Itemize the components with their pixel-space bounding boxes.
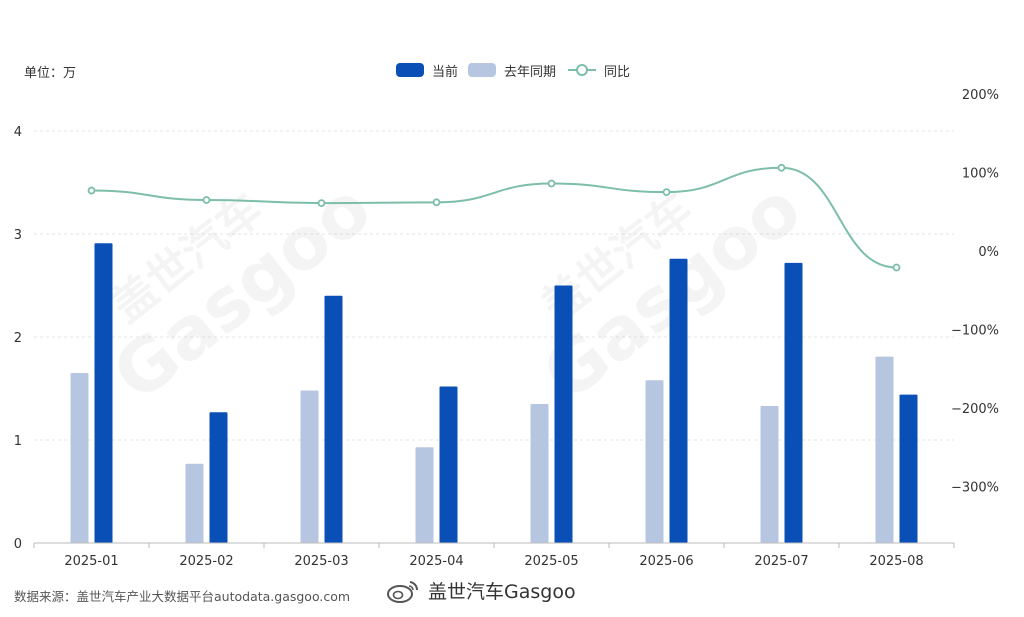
footer-brand: 盖世汽车Gasgoo — [386, 577, 576, 604]
x-tick-label: 2025-01 — [64, 554, 118, 569]
bar-last-year — [70, 373, 89, 543]
x-tick-label: 2025-07 — [754, 554, 808, 569]
yoy-point — [662, 188, 671, 197]
x-tick-label: 2025-05 — [524, 554, 578, 569]
yoy-point — [892, 263, 901, 272]
bar-last-year — [875, 356, 894, 543]
legend-label-yoy: 同比 — [604, 64, 631, 80]
y-left-tick-label: 2 — [14, 331, 22, 346]
legend-item-last-year[interactable]: 去年同期 — [468, 60, 556, 80]
unit-label: 单位：万 — [24, 66, 77, 81]
bar-current — [324, 295, 343, 543]
bar-current — [209, 412, 228, 543]
yoy-point — [777, 163, 786, 172]
bar-last-year — [645, 380, 664, 543]
yoy-point — [317, 199, 326, 208]
legend-label-current: 当前 — [432, 64, 459, 80]
y-left-tick-label: 4 — [14, 125, 22, 140]
y-left-tick-label: 0 — [14, 537, 22, 552]
x-tick-label: 2025-08 — [869, 554, 923, 569]
y-right-tick-label: −100% — [951, 324, 999, 339]
legend-swatch-yoy — [568, 63, 596, 77]
y-right-tick-label: −300% — [951, 481, 999, 496]
x-tick-label: 2025-03 — [294, 554, 348, 569]
legend-swatch-current — [396, 63, 424, 77]
bar-last-year — [530, 403, 549, 543]
bar-current — [899, 394, 918, 543]
footer-brand-text: 盖世汽车Gasgoo — [428, 581, 576, 603]
legend-item-current[interactable]: 当前 — [396, 60, 458, 80]
yoy-point — [87, 186, 96, 195]
y-right-tick-label: 200% — [962, 88, 999, 103]
data-source: 数据来源：盖世汽车产业大数据平台autodata.gasgoo.com — [14, 589, 351, 604]
legend-item-yoy[interactable]: 同比 — [568, 60, 630, 80]
yoy-point — [547, 179, 556, 188]
watermark: 盖世汽车Gasgoo盖世汽车Gasgoo — [97, 166, 816, 418]
bar-current — [554, 285, 573, 543]
bar-current — [784, 262, 803, 543]
y-right-tick-label: 100% — [962, 167, 999, 182]
x-tick-label: 2025-04 — [409, 554, 463, 569]
legend-label-last-year: 去年同期 — [504, 64, 557, 80]
bars — [70, 243, 918, 543]
legend: 当前 去年同期 同比 — [0, 60, 1024, 80]
y-left-tick-label: 1 — [14, 434, 22, 449]
weibo-icon — [387, 580, 419, 603]
bar-current — [94, 243, 113, 543]
legend-swatch-last-year — [468, 63, 496, 77]
bar-last-year — [185, 463, 204, 543]
bar-current — [669, 258, 688, 543]
axes: 0 1 2 3 4 200% 100% 0% −100% −200% −300% 2025-01 202… — [14, 88, 999, 569]
watermark-mark: 盖世汽车Gasgoo — [527, 166, 816, 418]
yoy-point — [432, 198, 441, 207]
bar-current — [439, 386, 458, 543]
y-right-tick-label: 0% — [978, 245, 999, 260]
y-left-tick-label: 3 — [14, 228, 22, 243]
y-right-tick-label: −200% — [951, 402, 999, 417]
x-tick-label: 2025-06 — [639, 554, 693, 569]
x-tick-label: 2025-02 — [179, 554, 233, 569]
bar-last-year — [300, 390, 319, 543]
yoy-point — [202, 196, 211, 204]
bar-last-year — [415, 447, 434, 543]
bar-last-year — [760, 406, 779, 543]
yoy-line — [87, 163, 901, 272]
